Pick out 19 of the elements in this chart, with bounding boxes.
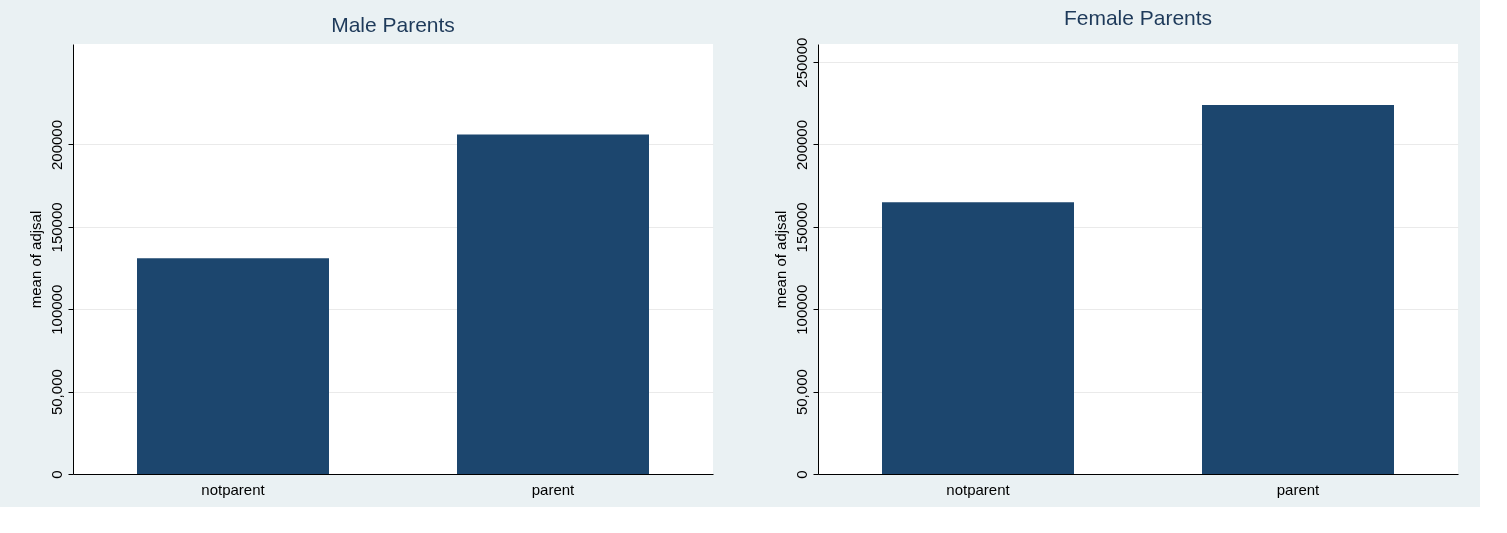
y-tick-label: 50,000 [792, 369, 810, 416]
chart-title: Male Parents [331, 13, 455, 36]
y-tick-label: 50,000 [47, 369, 65, 416]
y-axis-title: mean of adjsal [771, 210, 789, 309]
x-tick-label: notparent [201, 480, 266, 498]
x-tick-label: parent [531, 480, 576, 498]
y-tick-label: 200000 [47, 119, 65, 171]
y-tick-label: 250000 [792, 37, 810, 88]
y-axis-title: mean of adjsal [26, 210, 44, 309]
y-tick-label: 0 [47, 470, 65, 479]
y-tick-label: 100000 [792, 284, 810, 335]
y-tick-label: 0 [792, 470, 810, 479]
x-tick-label: parent [1276, 480, 1321, 498]
y-tick-label: 200000 [792, 119, 810, 171]
chart-title: Female Parents [1063, 6, 1213, 30]
y-tick-label: 150000 [792, 202, 810, 253]
x-tick-label: notparent [946, 480, 1011, 498]
y-tick-label: 150000 [47, 202, 65, 253]
y-tick-label: 100000 [47, 284, 65, 335]
